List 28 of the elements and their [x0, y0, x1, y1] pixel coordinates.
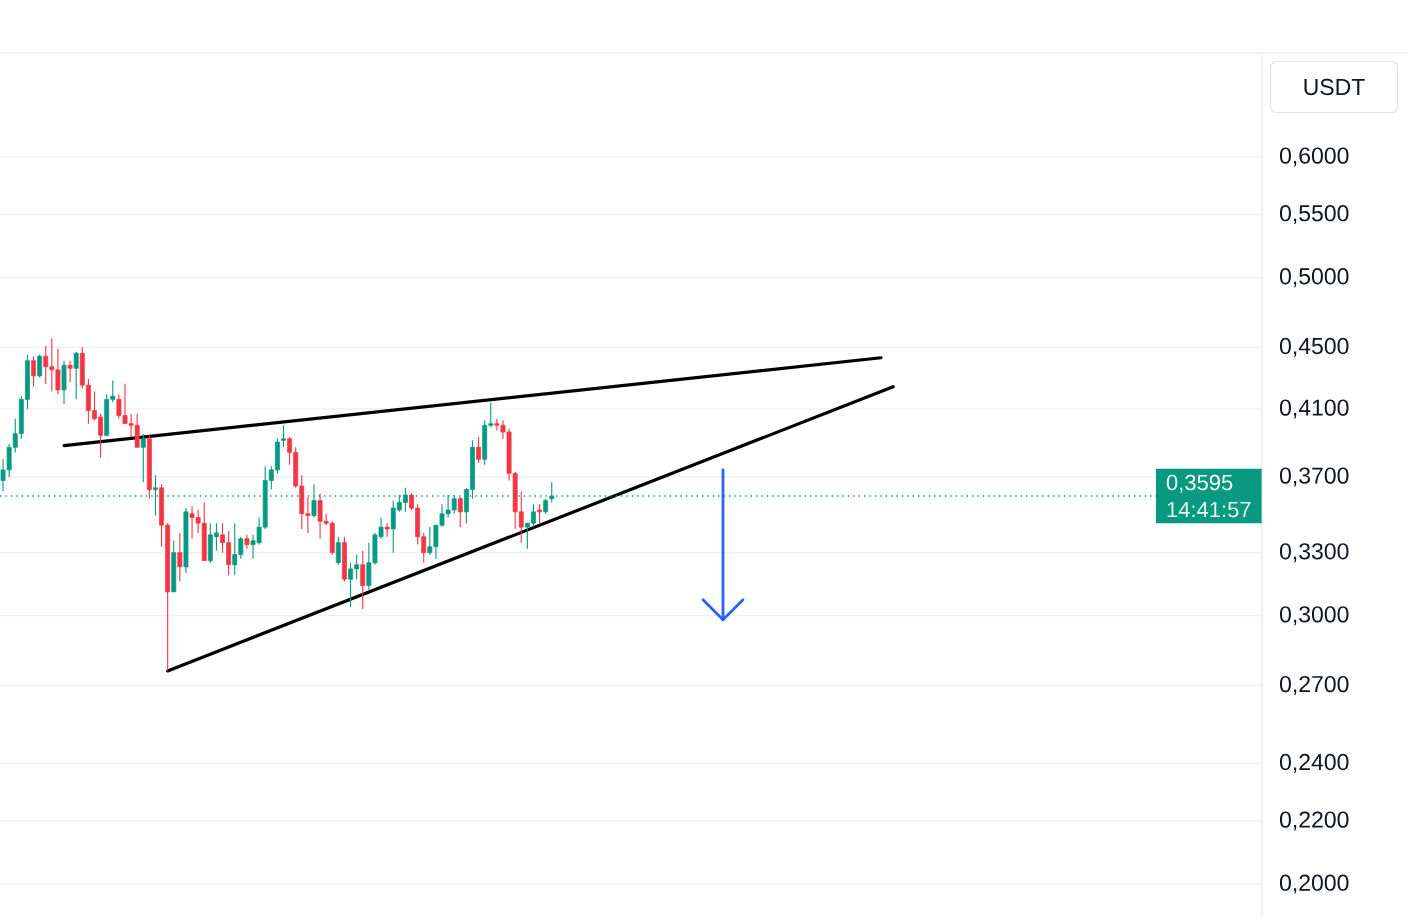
candlestick	[384, 522, 390, 538]
candlestick	[140, 433, 146, 483]
y-tick-label: 0,5000	[1279, 268, 1349, 288]
candlestick	[281, 424, 286, 448]
y-tick-label: 0,6000	[1279, 147, 1349, 167]
annotation: 14:41:57	[1167, 501, 1251, 518]
candlestick	[335, 536, 341, 566]
candlestick	[360, 550, 366, 610]
candlestick	[73, 351, 79, 400]
candlestick	[457, 496, 463, 528]
candlestick	[476, 436, 482, 464]
y-tick-label: 0,3000	[1279, 606, 1349, 626]
candlestick	[67, 360, 73, 383]
y-tick-label: 0,2000	[1279, 874, 1349, 894]
ref-line-label: 0,3595	[1166, 474, 1233, 493]
y-tick-label: 0,4500	[1279, 337, 1349, 357]
candlestick	[31, 355, 36, 388]
y-tick-label: 0,2200	[1279, 811, 1349, 831]
candlestick	[244, 534, 250, 550]
y-tick-label: 0,3300	[1279, 543, 1349, 563]
candlestick	[177, 532, 183, 582]
y-tick-label: 0,3700	[1279, 467, 1349, 487]
y-tick-label: 0,5500	[1279, 205, 1349, 225]
y-tick-label: 0,4100	[1279, 399, 1349, 419]
candlestick	[537, 503, 542, 524]
y-tick-label: 0,2700	[1279, 675, 1349, 695]
y-axis-title: USDT	[1304, 78, 1365, 96]
y-tick-label: 0,2400	[1279, 753, 1349, 773]
